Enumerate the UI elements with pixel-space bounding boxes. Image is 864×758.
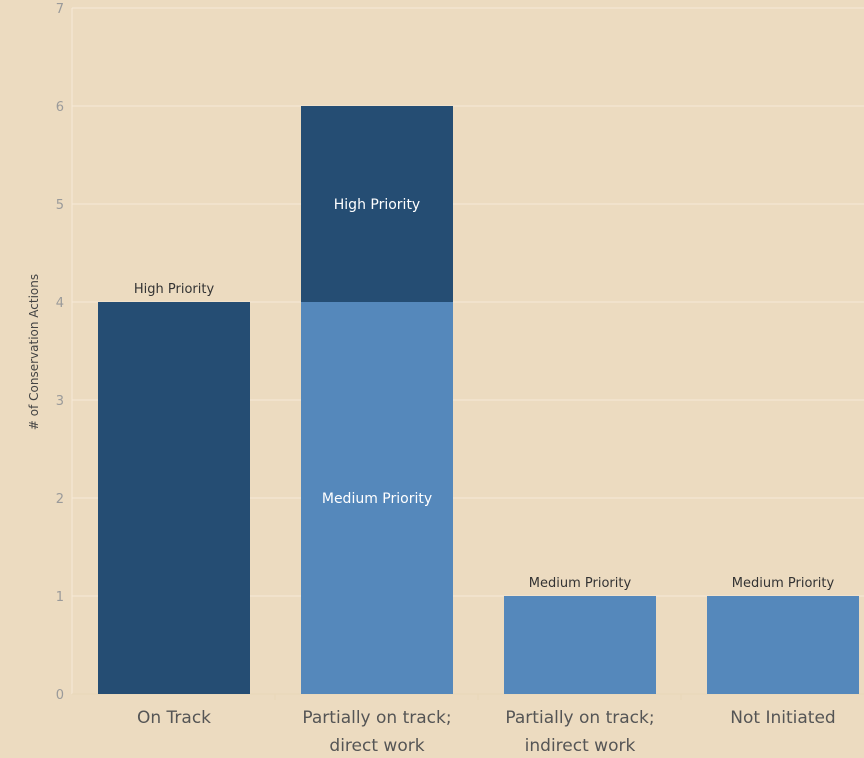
y-tick-label: 5	[56, 198, 64, 213]
bars	[98, 106, 859, 694]
bar-label: High Priority	[334, 197, 420, 213]
x-tick-label-line: Partially on track;	[505, 708, 654, 728]
y-axis-ticks: 0 1 2 3 4 5 6 7	[56, 2, 64, 703]
y-axis-label: # of Conservation Actions	[27, 274, 41, 430]
x-axis-ticks: On Track Partially on track; direct workPa…	[137, 694, 836, 756]
bar	[504, 596, 656, 694]
x-tick-label: On Track	[137, 708, 211, 728]
bar-label: Medium Priority	[529, 576, 632, 591]
bar	[301, 106, 453, 302]
y-tick-label: 3	[56, 394, 64, 409]
x-tick-label-line: On Track	[137, 708, 211, 728]
x-tick-label: Partially on track; indirect work	[505, 708, 654, 756]
bar	[98, 302, 250, 694]
bar-label: Medium Priority	[732, 576, 835, 591]
x-tick-label: Partially on track; direct work	[302, 708, 451, 756]
y-tick-label: 1	[56, 590, 64, 605]
x-tick-label: Not Initiated	[730, 708, 835, 728]
y-tick-label: 0	[56, 688, 64, 703]
x-tick-label-line: Partially on track;	[302, 708, 451, 728]
x-tick-label-line: Not Initiated	[730, 708, 835, 728]
x-tick-label-line: direct work	[329, 736, 424, 756]
bar-label: High Priority	[134, 282, 215, 297]
y-tick-label: 4	[56, 296, 64, 311]
bar-labels: High Priority Medium Priority High Priorit…	[134, 197, 835, 591]
bar-label: Medium Priority	[322, 491, 432, 507]
y-tick-label: 7	[56, 2, 64, 17]
y-tick-label: 2	[56, 492, 64, 507]
y-tick-label: 6	[56, 100, 64, 115]
bar	[301, 302, 453, 694]
x-tick-label-line: indirect work	[525, 736, 636, 756]
bar	[707, 596, 859, 694]
